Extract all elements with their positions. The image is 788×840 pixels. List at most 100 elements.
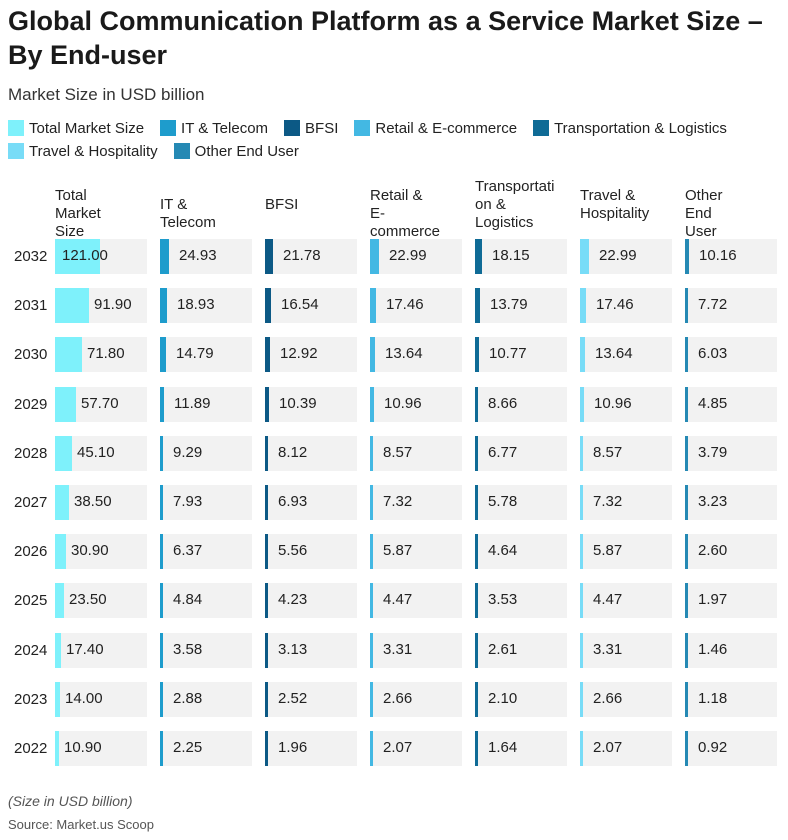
value-bar	[370, 534, 373, 570]
table-cell: 6.03	[685, 337, 777, 373]
cell-value: 10.96	[594, 394, 632, 412]
table-cell: 3.79	[685, 435, 777, 471]
table-cell: 14.00	[55, 681, 147, 717]
table-cell: 1.46	[685, 632, 777, 668]
legend-label: Transportation & Logistics	[554, 119, 727, 137]
cell-value: 1.64	[488, 739, 518, 756]
value-bar	[55, 485, 69, 520]
units-note: (Size in USD billion)	[8, 793, 133, 809]
value-bar	[55, 435, 72, 471]
value-bar	[160, 435, 163, 471]
value-bar	[580, 288, 586, 324]
table-cell: 2.88	[160, 681, 252, 717]
table-cell: 5.87	[580, 534, 672, 570]
cell-value: 7.32	[383, 493, 413, 510]
cell-value: 0.92	[698, 739, 728, 756]
table-cell: 2.60	[685, 534, 777, 570]
table-cell: 22.99	[370, 239, 462, 274]
value-bar	[685, 485, 688, 520]
legend-label: Travel & Hospitality	[29, 142, 158, 160]
value-bar	[370, 583, 373, 619]
table-cell: 7.72	[685, 288, 777, 324]
cell-value: 7.93	[173, 493, 203, 510]
table-cell: 6.37	[160, 534, 252, 570]
cell-value: 17.46	[596, 296, 634, 314]
table-cell: 3.53	[475, 583, 567, 619]
cell-value: 3.79	[698, 443, 728, 461]
table-cell: 6.77	[475, 435, 567, 471]
cell-value: 4.47	[383, 591, 413, 609]
table-cell: 10.39	[265, 386, 357, 422]
table-cell: 24.93	[160, 239, 252, 274]
value-bar	[475, 239, 482, 274]
legend-swatch	[354, 120, 371, 136]
legend-label: Other End User	[194, 142, 299, 160]
legend-item: Other End User	[173, 142, 299, 160]
table-cell: 45.10	[55, 435, 147, 471]
cell-value: 8.57	[593, 443, 623, 461]
row-year-label: 2029	[14, 395, 48, 413]
cell-value: 5.78	[488, 493, 518, 510]
cell-value: 1.46	[698, 640, 728, 658]
value-bar	[580, 731, 583, 766]
cell-value: 16.54	[281, 296, 319, 314]
table-cell: 2.07	[580, 731, 672, 766]
legend-swatch	[173, 143, 190, 159]
table-cell: 2.66	[580, 681, 672, 717]
cell-value: 45.10	[77, 443, 115, 461]
value-bar	[685, 435, 688, 471]
table-cell: 7.93	[160, 485, 252, 520]
cell-value: 18.15	[492, 247, 530, 264]
value-bar	[55, 632, 61, 668]
cell-value: 91.90	[94, 296, 132, 314]
cell-value: 2.07	[383, 739, 413, 756]
table-cell: 2.25	[160, 731, 252, 766]
cell-value: 71.80	[87, 345, 125, 363]
table-cell: 2.52	[265, 681, 357, 717]
table-cell: 10.96	[580, 386, 672, 422]
table-cell: 1.96	[265, 731, 357, 766]
cell-value: 6.77	[488, 443, 518, 461]
cell-value: 3.53	[488, 591, 518, 609]
cell-value: 2.61	[488, 640, 518, 658]
legend-label: IT & Telecom	[181, 119, 269, 137]
cell-value: 10.77	[489, 345, 527, 363]
value-bar	[370, 288, 376, 324]
table-cell: 0.92	[685, 731, 777, 766]
table-cell: 16.54	[265, 288, 357, 324]
cell-value: 14.00	[65, 689, 103, 707]
row-year-label: 2032	[14, 248, 48, 265]
cell-value: 4.47	[593, 591, 623, 609]
value-bar	[265, 632, 268, 668]
value-bar	[265, 386, 269, 422]
legend-item: Total Market Size	[8, 119, 144, 137]
table-cell: 13.64	[370, 337, 462, 373]
legend-label: Total Market Size	[29, 119, 145, 137]
table-cell: 30.90	[55, 534, 147, 570]
column-header: BFSI	[265, 196, 299, 213]
value-bar	[580, 534, 583, 570]
table-cell: 5.78	[475, 485, 567, 520]
value-bar	[685, 386, 688, 422]
value-bar	[370, 337, 375, 373]
cell-value: 9.29	[173, 443, 203, 461]
cell-value: 4.85	[698, 394, 728, 412]
legend-swatch	[8, 120, 24, 136]
cell-value: 13.64	[385, 345, 423, 363]
table-cell: 13.79	[475, 288, 567, 324]
table-cell: 4.84	[160, 583, 252, 619]
table-cell: 13.64	[580, 337, 672, 373]
value-bar	[475, 435, 478, 471]
cell-value: 2.07	[593, 739, 623, 756]
table-cell: 2.07	[370, 731, 462, 766]
value-bar	[265, 288, 271, 324]
table-cell: 8.57	[370, 435, 462, 471]
value-bar	[580, 632, 583, 668]
value-bar	[685, 681, 688, 717]
table-cell: 4.47	[370, 583, 462, 619]
table-cell: 21.78	[265, 239, 357, 274]
row-year-label: 2025	[14, 592, 48, 610]
cell-value: 8.12	[278, 443, 308, 461]
cell-value: 2.60	[698, 542, 728, 560]
value-bar	[685, 632, 688, 668]
